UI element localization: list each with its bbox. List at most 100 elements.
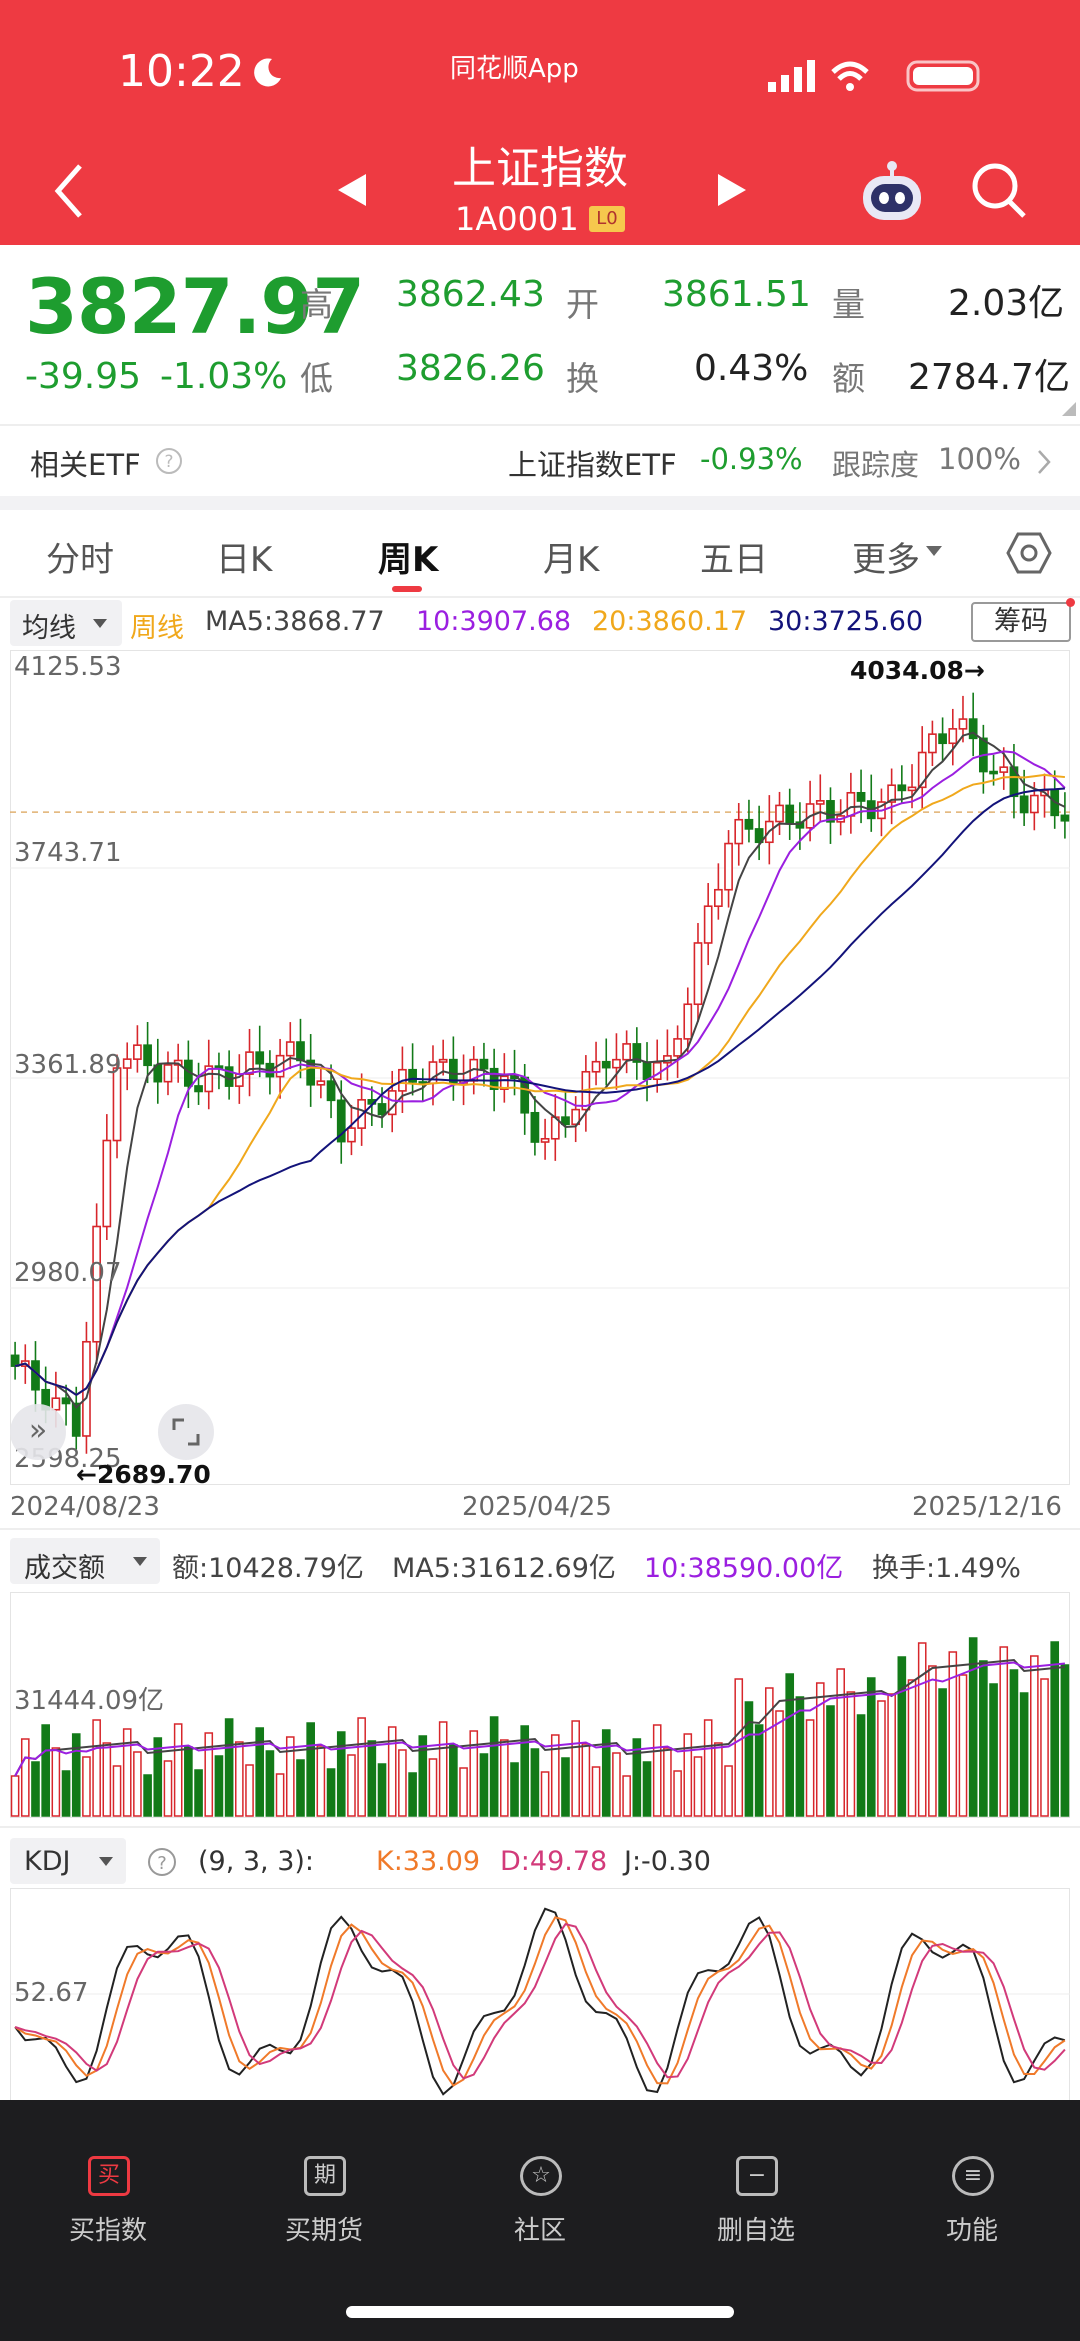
volume-bar (622, 1775, 631, 1817)
low-value: 3826.26 (396, 348, 545, 389)
candle-body (815, 800, 825, 805)
volume-bar (184, 1746, 193, 1817)
volume-bar (214, 1755, 224, 1817)
chip-button[interactable]: 筹码 (971, 602, 1071, 642)
kdj-chart[interactable] (10, 1888, 1070, 2116)
volume-bar (612, 1752, 621, 1817)
min-marker: ←2689.70 (76, 1460, 211, 1489)
caret-down-icon[interactable] (98, 1856, 114, 1868)
candle-body (622, 1043, 632, 1061)
etf-row[interactable]: 相关ETF ? 上证指数ETF -0.93% 跟踪度 100% (0, 426, 1080, 496)
nav-label: 买期货 (284, 2216, 363, 2246)
svg-text:?: ? (157, 1853, 167, 1874)
kdj-k-line (14, 1916, 1066, 2087)
tab-monthly[interactable]: 月K (543, 540, 600, 580)
kdj-d: D:49.78 (500, 1846, 608, 1877)
candle-body (448, 1058, 458, 1084)
settings-icon[interactable] (1006, 530, 1052, 576)
volume-bar (642, 1761, 652, 1817)
bottom-nav (0, 2100, 1080, 2341)
volume-bar (398, 1749, 407, 1817)
candle-body (754, 828, 764, 844)
volume-ma10: 10:38590.00亿 (644, 1553, 844, 1584)
volume-ma5-line (14, 1658, 1066, 1777)
tab-intraday[interactable]: 分时 (46, 540, 114, 580)
volume-bar (41, 1724, 50, 1817)
tab-weekly[interactable]: 周K (378, 540, 439, 580)
low-label: 低 (300, 359, 333, 398)
amount-label: 额 (832, 359, 865, 398)
volume-bar (632, 1738, 642, 1817)
futures-icon: 期 (304, 2156, 346, 2196)
kdj-axis-label: 52.67 (14, 1978, 89, 2008)
candle-body (163, 1064, 173, 1083)
volume-bar (714, 1742, 723, 1817)
expand-left-icon[interactable]: » (10, 1404, 66, 1460)
volume-bar (438, 1721, 448, 1817)
buy-icon: 买 (88, 2156, 130, 2196)
volume-chart[interactable] (10, 1592, 1070, 1818)
volume-bar (836, 1668, 845, 1817)
tab-more[interactable]: 更多 (852, 540, 920, 580)
ma10-value: 10:3907.68 (416, 606, 572, 637)
index-code: 1A0001 (455, 200, 579, 238)
tab-five-day[interactable]: 五日 (700, 540, 768, 580)
volume-bar (785, 1673, 795, 1817)
volume-bar (163, 1760, 173, 1817)
volume-bar (418, 1735, 428, 1817)
ma-type: 均线 (22, 613, 76, 644)
divider (0, 596, 1080, 598)
help-icon[interactable]: ? (146, 1846, 178, 1878)
nav-label: 买指数 (68, 2216, 147, 2246)
caret-down-icon[interactable] (92, 618, 108, 630)
volume-bar (428, 1758, 438, 1817)
divider (0, 1528, 1080, 1530)
y-axis-label: 2980.07 (14, 1258, 122, 1288)
robot-icon[interactable] (860, 158, 924, 224)
volume-bar (224, 1718, 234, 1817)
next-icon[interactable] (716, 172, 748, 208)
volume-bar (673, 1770, 682, 1817)
candle-body (1019, 795, 1029, 814)
volume-bar (143, 1774, 152, 1817)
volume-bar (387, 1726, 397, 1817)
volume-indicator-select[interactable] (10, 1538, 160, 1584)
candle-body (112, 1067, 122, 1142)
volume-bar (815, 1682, 825, 1817)
kdj-label: KDJ (24, 1846, 71, 1877)
nav-label: 社区 (513, 2216, 566, 2246)
volume-bar (357, 1717, 366, 1817)
caret-down-icon[interactable] (132, 1556, 148, 1568)
tab-daily[interactable]: 日K (216, 540, 273, 580)
volume-bar (734, 1678, 744, 1817)
volume-ma5: MA5:31612.69亿 (392, 1553, 616, 1584)
volume-bar (479, 1753, 489, 1817)
help-icon[interactable]: ? (154, 446, 184, 476)
volume-bar (347, 1754, 356, 1817)
kline-chart[interactable] (10, 650, 1070, 1485)
candle-body (143, 1044, 152, 1067)
candle-body (296, 1041, 305, 1062)
candle-body (1009, 766, 1019, 798)
candle-body (61, 1397, 71, 1405)
candle-body (408, 1068, 417, 1083)
candle-body (693, 942, 703, 1006)
volume-bar (489, 1716, 499, 1817)
caret-down-icon[interactable] (924, 544, 944, 558)
menu-icon: ≡ (952, 2156, 994, 2196)
fullscreen-icon[interactable] (158, 1404, 214, 1460)
ma5-value: MA5:3868.77 (205, 606, 385, 637)
corner-mark-icon (1062, 402, 1076, 416)
volume-indicator: 成交额 (24, 1553, 105, 1584)
search-icon[interactable] (970, 160, 1028, 220)
volume-bar (82, 1756, 91, 1817)
change: -39.95 (25, 356, 142, 397)
volume-bar (1050, 1641, 1060, 1817)
candle-body (71, 1402, 81, 1437)
back-icon[interactable] (52, 162, 86, 220)
prev-icon[interactable] (336, 172, 368, 208)
candle-body (744, 818, 754, 830)
current-price: 3827.97 (25, 262, 365, 351)
volume-bar (316, 1745, 326, 1817)
volume-bar (999, 1646, 1009, 1817)
